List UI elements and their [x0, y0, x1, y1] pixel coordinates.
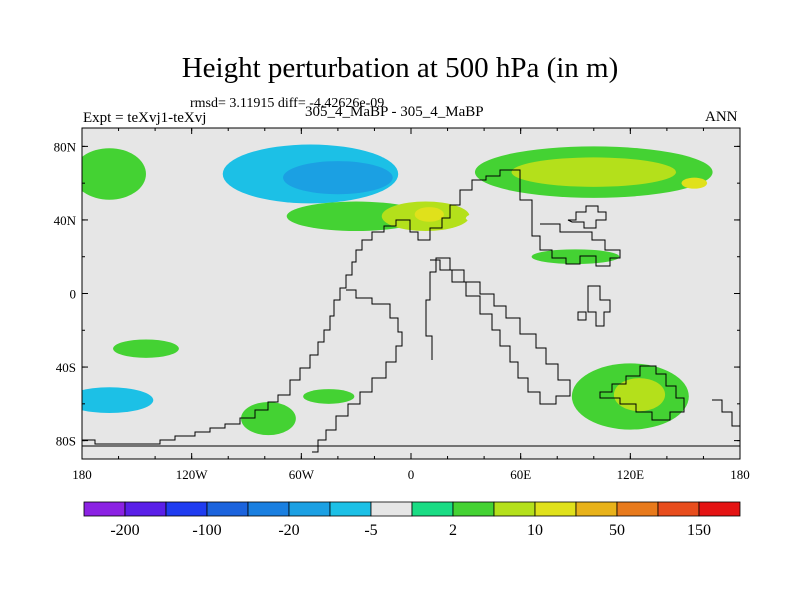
coastline-japan — [567, 205, 607, 229]
anomaly-region-14 — [239, 256, 265, 268]
colorbar-label-0: -200 — [110, 522, 139, 539]
coastline-east-pacific — [712, 399, 740, 427]
colorbar-box-5 — [288, 501, 331, 517]
coastline-americas — [82, 169, 505, 445]
coastline-australia — [599, 365, 685, 421]
colorbar-box-1 — [124, 501, 167, 517]
coastline-indonesia — [587, 285, 611, 327]
y-tick-label-0: 80N — [54, 139, 77, 154]
colorbar-label-7: 150 — [687, 522, 711, 539]
x-tick-label-5: 120E — [617, 467, 645, 482]
coastline-south-america — [312, 289, 403, 453]
season-label: ANN — [705, 109, 738, 125]
colorbar-label-2: -20 — [278, 522, 299, 539]
colorbar-box-15 — [698, 501, 741, 517]
colorbar-box-14 — [657, 501, 700, 517]
colorbar-box-0 — [83, 501, 126, 517]
anomaly-region-15 — [113, 339, 179, 358]
y-tick-label-4: 80S — [56, 434, 76, 449]
colorbar-box-12 — [575, 501, 618, 517]
anomaly-region-11 — [465, 207, 631, 230]
anomaly-region-12 — [432, 234, 499, 250]
anomaly-region-20 — [303, 389, 355, 404]
anomaly-region-5 — [511, 157, 677, 187]
anomaly-region-22 — [613, 378, 666, 412]
x-tick-label-1: 120W — [176, 467, 209, 482]
x-tick-label-3: 0 — [408, 467, 415, 482]
colorbar-box-7 — [370, 501, 413, 517]
coastline-madagascar — [577, 311, 587, 321]
colorbar-label-1: -100 — [192, 522, 221, 539]
rmsd-stats: rmsd= 3.11915 diff= -4.42626e-09 — [190, 96, 385, 111]
x-tick-label-4: 60E — [510, 467, 531, 482]
colorbar-box-13 — [616, 501, 659, 517]
y-tick-label-1: 40N — [54, 213, 77, 228]
colorbar-box-9 — [452, 501, 495, 517]
anomaly-region-13 — [531, 249, 620, 265]
colorbar-box-8 — [411, 501, 454, 517]
anomaly-layer — [82, 142, 740, 436]
coastline-africa — [425, 257, 571, 405]
colorbar-box-10 — [493, 501, 536, 517]
colorbar-box-6 — [329, 501, 372, 517]
anomaly-region-10 — [85, 210, 189, 230]
colorbar-label-6: 50 — [609, 522, 625, 539]
colorbar-box-4 — [247, 501, 290, 517]
coastline-asia — [505, 169, 621, 267]
colorbar-box-2 — [165, 501, 208, 517]
y-tick-label-3: 40S — [56, 360, 76, 375]
chart-title: Height perturbation at 500 hPa (in m) — [181, 52, 619, 84]
colorbar-box-11 — [534, 501, 577, 517]
x-tick-label-6: 180 — [730, 467, 750, 482]
axes-layer: 180 120W 60W 0 60E 120E 180 80N 40N 0 40S 80S — [54, 128, 750, 482]
anomaly-region-23 — [562, 337, 607, 353]
chart-subtitle: 305_4_MaBP - 305_4_MaBP — [305, 104, 484, 120]
colorbar-label-4: 2 — [449, 522, 457, 539]
y-tick-label-2: 0 — [70, 287, 77, 302]
x-tick-label-0: 180 — [72, 467, 92, 482]
anomaly-region-9 — [414, 207, 444, 222]
anomaly-region-2 — [283, 161, 393, 195]
anomaly-region-3 — [82, 148, 146, 200]
x-tick-label-2: 60W — [289, 467, 315, 482]
colorbar-label-3: -5 — [364, 522, 377, 539]
experiment-label: Expt = teXvj1-teXvj — [83, 110, 207, 126]
coastline-layer — [82, 169, 740, 453]
colorbar-label-5: 10 — [527, 522, 543, 539]
anomaly-region-6 — [681, 177, 708, 189]
colorbar-box-3 — [206, 501, 249, 517]
anomaly-region-16 — [290, 348, 349, 371]
anomaly-region-18 — [82, 387, 154, 414]
colorbar: -200 -100 -20 -5 2 10 50 150 — [83, 501, 741, 539]
